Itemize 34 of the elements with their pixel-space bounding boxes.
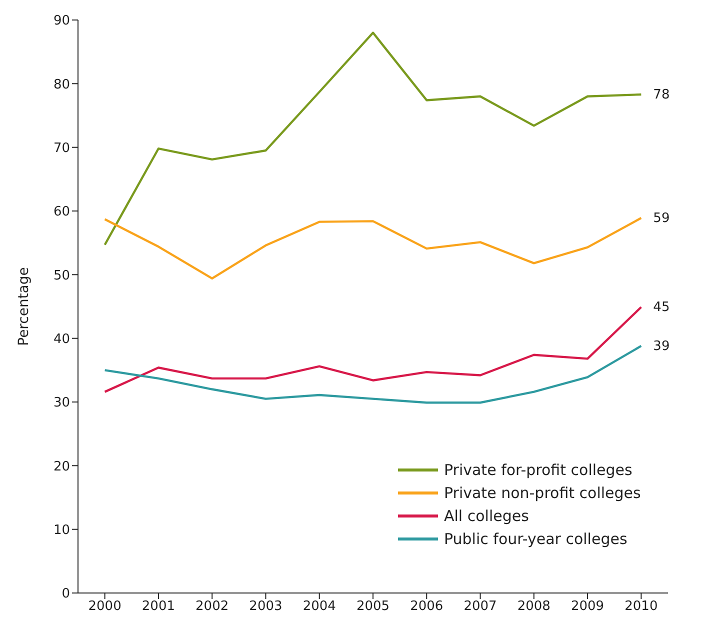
line-series	[104, 344, 642, 404]
legend-label: Private non-profit colleges	[444, 484, 641, 502]
x-tick-label: 2003	[249, 599, 282, 614]
x-tick-label: 2000	[88, 599, 122, 614]
line-series	[104, 216, 642, 280]
x-tick-label: 2008	[517, 599, 550, 614]
line-series	[104, 32, 642, 246]
x-tick-label: 2009	[571, 599, 604, 614]
x-tick-label: 2001	[142, 599, 175, 614]
data-label: 39	[653, 338, 670, 354]
y-tick-label: 50	[53, 268, 70, 284]
x-tick-label: 2007	[464, 599, 497, 614]
y-axis-title: Percentage	[16, 267, 32, 346]
y-tick-label: 10	[53, 522, 70, 538]
line-series	[104, 306, 642, 393]
x-tick-label: 2005	[356, 599, 390, 614]
y-tick-label: 0	[62, 586, 70, 602]
legend-label: Private for-profit colleges	[444, 460, 632, 478]
x-tick-label: 2002	[196, 599, 229, 614]
data-label: 59	[653, 211, 670, 226]
y-tick-label: 90	[53, 14, 70, 29]
y-tick-label: 60	[53, 204, 70, 220]
x-tick-label: 2006	[410, 599, 444, 614]
y-tick-label: 80	[53, 77, 70, 92]
x-tick-label: 2004	[302, 599, 336, 614]
y-tick-label: 30	[53, 396, 70, 411]
legend-label: All colleges	[444, 506, 529, 524]
y-tick-label: 20	[53, 459, 70, 474]
y-tick-label: 70	[53, 140, 70, 156]
data-label: 45	[653, 300, 670, 316]
legend-label: Public four-year colleges	[444, 530, 628, 548]
data-label: 78	[653, 87, 670, 102]
x-tick-label: 2010	[624, 599, 658, 614]
y-tick-label: 40	[53, 332, 70, 347]
